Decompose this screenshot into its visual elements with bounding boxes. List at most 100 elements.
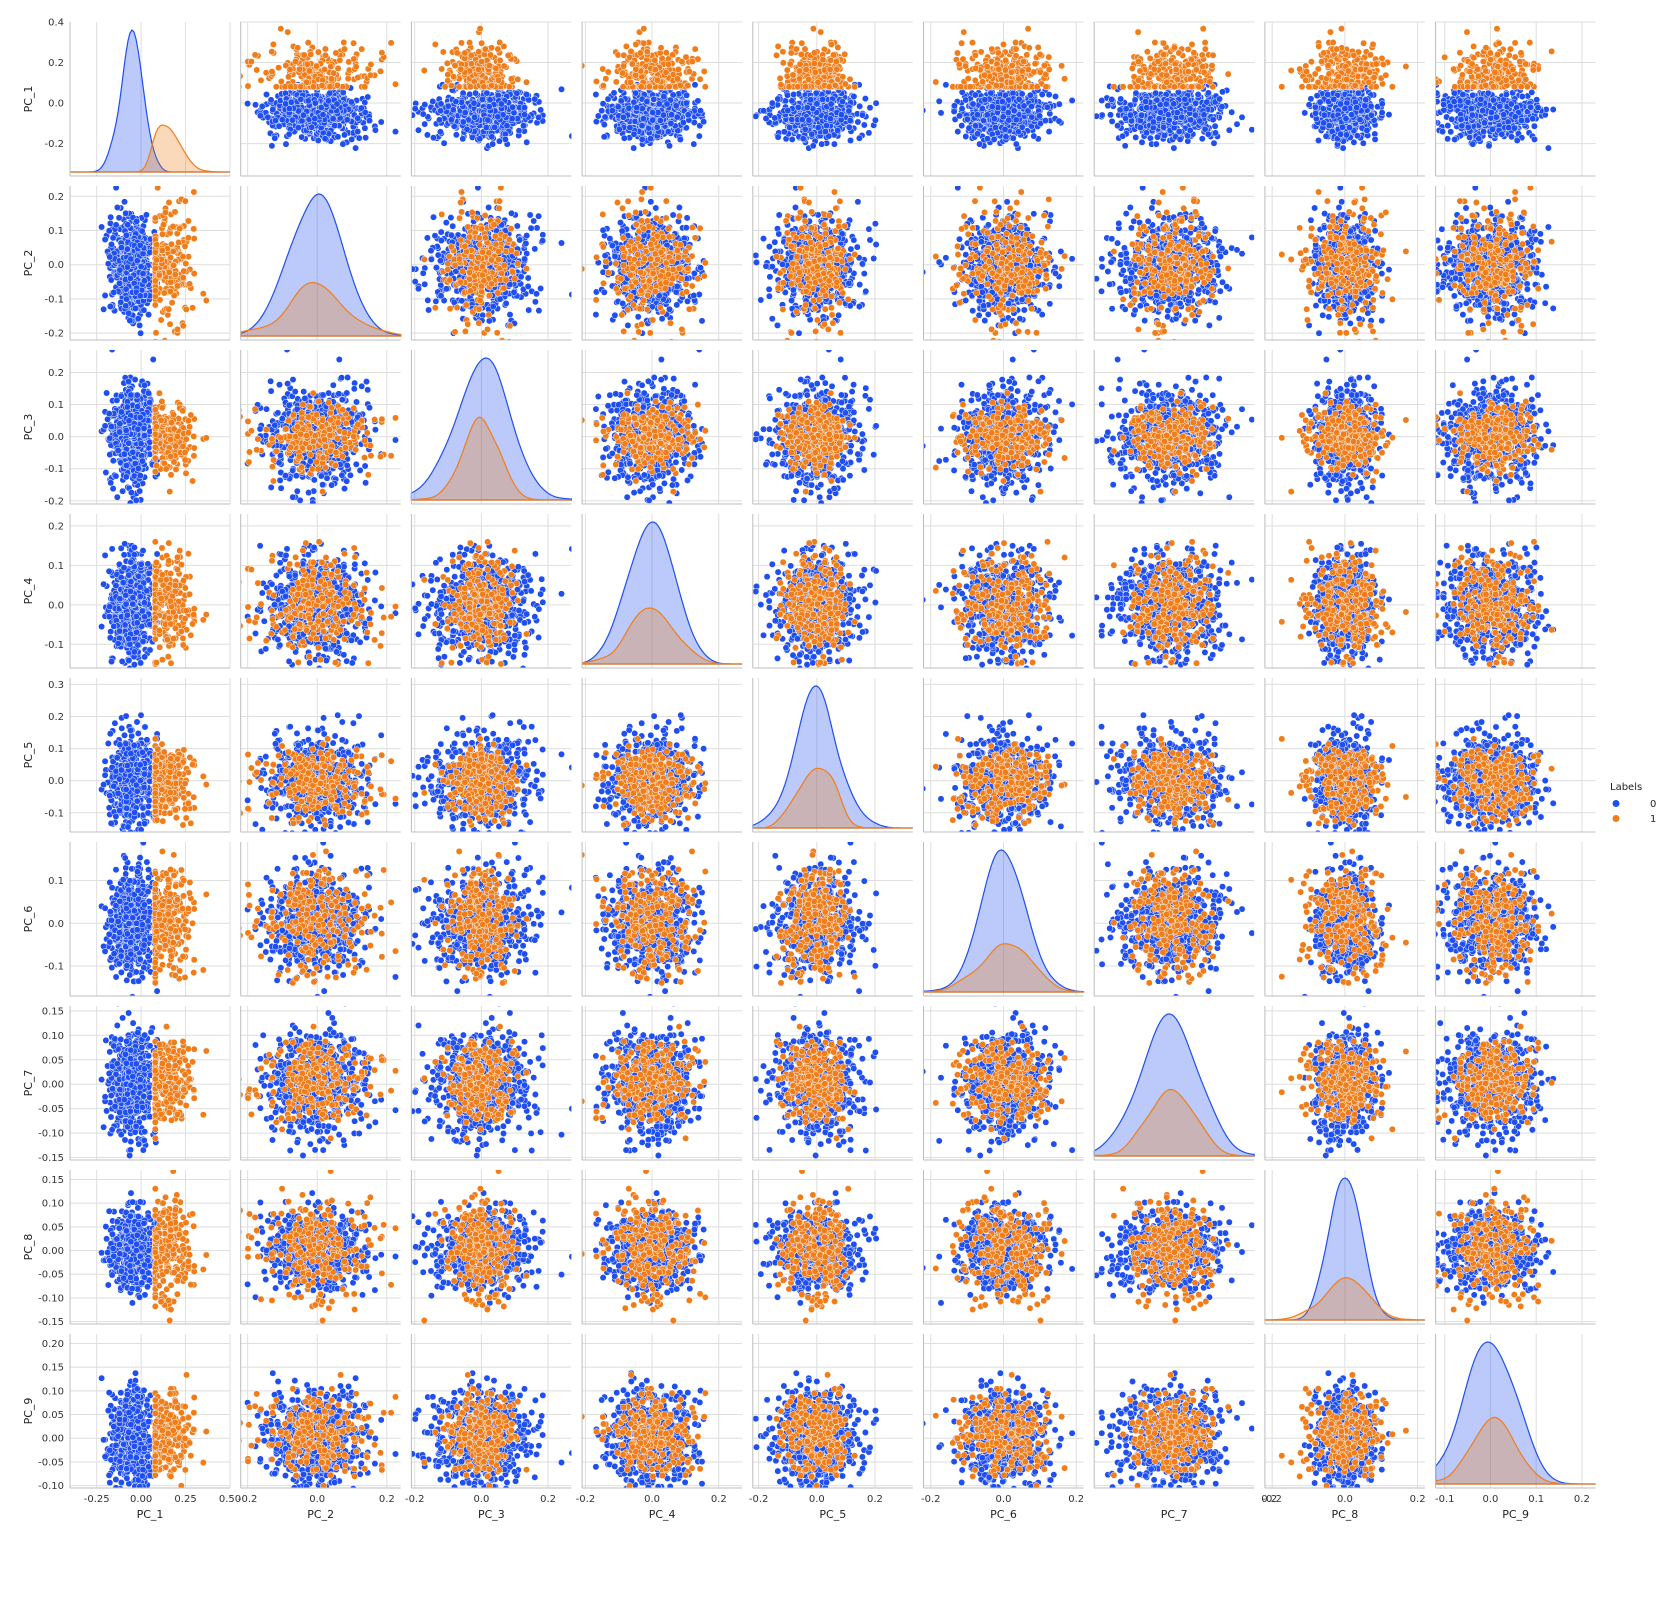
scatter-point-group-0: [479, 96, 485, 102]
scatter-point-group-0: [460, 119, 466, 125]
scatter-point-group-0: [600, 101, 606, 107]
scatter-point-group-0: [789, 98, 795, 104]
scatter-point-group-0: [366, 117, 372, 123]
y-tick-label: 0.4: [48, 18, 64, 29]
scatter-point-group-1: [1012, 39, 1018, 45]
scatter-point-group-0: [664, 101, 670, 107]
scatter-point-group-1: [306, 68, 312, 74]
scatter-point-group-0: [460, 136, 466, 142]
scatter-point-group-0: [437, 108, 443, 114]
scatter-point-group-0: [263, 91, 269, 97]
scatter-point-group-1: [452, 62, 458, 68]
scatter-point-group-1: [322, 46, 328, 52]
scatter-point-group-0: [1028, 103, 1034, 109]
scatter-point-group-1: [652, 66, 658, 72]
scatter-point-group-1: [810, 26, 816, 32]
scatter-point-group-1: [685, 82, 691, 88]
scatter-point-group-1: [993, 82, 999, 88]
scatter-point-group-1: [495, 46, 501, 52]
scatter-point-group-0: [430, 135, 436, 141]
scatter-point-group-0: [496, 138, 502, 144]
scatter-point-group-1: [790, 72, 796, 78]
scatter-point-group-1: [644, 49, 650, 55]
scatter-point-group-0: [453, 98, 459, 104]
scatter-point-group-0: [1147, 135, 1153, 141]
scatter-point-group-1: [1008, 79, 1014, 85]
scatter-point-group-0: [823, 122, 829, 128]
scatter-point-group-1: [270, 41, 276, 47]
scatter-point-group-1: [458, 66, 464, 72]
scatter-point-group-0: [1199, 136, 1205, 142]
scatter-point-group-0: [666, 143, 672, 149]
scatter-point-group-0: [420, 111, 426, 117]
scatter-point-group-0: [244, 100, 250, 106]
scatter-point-group-1: [620, 63, 626, 69]
scatter-point-group-0: [861, 122, 867, 128]
scatter-point-group-0: [521, 112, 527, 118]
scatter-point-group-0: [485, 117, 491, 123]
scatter-point-group-0: [989, 104, 995, 110]
scatter-point-group-1: [840, 74, 846, 80]
scatter-point-group-1: [1034, 84, 1040, 90]
scatter-point-group-0: [1010, 135, 1016, 141]
scatter-point-group-1: [620, 70, 626, 76]
scatter-point-group-0: [1099, 112, 1105, 118]
scatter-point-group-1: [984, 63, 990, 69]
scatter-point-group-0: [668, 120, 674, 126]
scatter-point-group-1: [350, 40, 356, 46]
scatter-point-group-0: [320, 112, 326, 118]
scatter-point-group-1: [488, 45, 494, 51]
scatter-point-group-1: [466, 39, 472, 45]
scatter-point-group-0: [644, 98, 650, 104]
scatter-point-group-0: [677, 136, 683, 142]
scatter-point-group-0: [1139, 139, 1145, 145]
scatter-point-group-0: [509, 116, 515, 122]
scatter-point-group-0: [775, 134, 781, 140]
scatter-point-group-1: [258, 77, 264, 83]
scatter-point-group-0: [1161, 132, 1167, 138]
scatter-point-group-1: [1043, 84, 1049, 90]
scatter-point-group-1: [275, 65, 281, 71]
scatter-point-group-0: [1211, 140, 1217, 146]
scatter-point-group-0: [1142, 98, 1148, 104]
scatter-point-group-0: [601, 121, 607, 127]
scatter-point-group-1: [820, 57, 826, 63]
scatter-point-group-0: [846, 124, 852, 130]
scatter-point-group-1: [623, 43, 629, 49]
panel-PC_1-PC_5: [753, 22, 913, 176]
scatter-point-group-0: [920, 107, 926, 113]
scatter-point-group-1: [292, 58, 298, 64]
scatter-point-group-1: [282, 84, 288, 90]
scatter-point-group-0: [1011, 108, 1017, 114]
scatter-point-group-1: [1013, 53, 1019, 59]
scatter-point-group-1: [301, 52, 307, 58]
scatter-point-group-1: [965, 75, 971, 81]
scatter-point-group-0: [631, 131, 637, 137]
scatter-point-group-0: [991, 136, 997, 142]
scatter-point-group-1: [1016, 76, 1022, 82]
scatter-point-group-0: [799, 116, 805, 122]
scatter-point-group-0: [787, 124, 793, 130]
scatter-point-group-0: [872, 117, 878, 123]
scatter-point-group-0: [992, 124, 998, 130]
scatter-point-group-1: [663, 50, 669, 56]
scatter-point-group-1: [600, 82, 606, 88]
scatter-point-group-0: [1226, 127, 1232, 133]
scatter-point-group-0: [1234, 121, 1240, 127]
scatter-point-group-0: [970, 101, 976, 107]
scatter-point-group-0: [1212, 130, 1218, 136]
scatter-point-group-1: [467, 84, 473, 90]
scatter-point-group-1: [278, 26, 284, 32]
scatter-point-group-1: [327, 84, 333, 90]
scatter-point-group-1: [377, 68, 383, 74]
scatter-point-group-0: [1042, 117, 1048, 123]
scatter-point-group-0: [477, 136, 483, 142]
scatter-point-group-0: [661, 93, 667, 99]
scatter-point-group-1: [475, 66, 481, 72]
scatter-point-group-1: [1026, 45, 1032, 51]
scatter-point-group-0: [809, 131, 815, 137]
scatter-point-group-1: [834, 66, 840, 72]
scatter-point-group-1: [954, 50, 960, 56]
scatter-point-group-0: [330, 116, 336, 122]
scatter-point-group-1: [780, 49, 786, 55]
